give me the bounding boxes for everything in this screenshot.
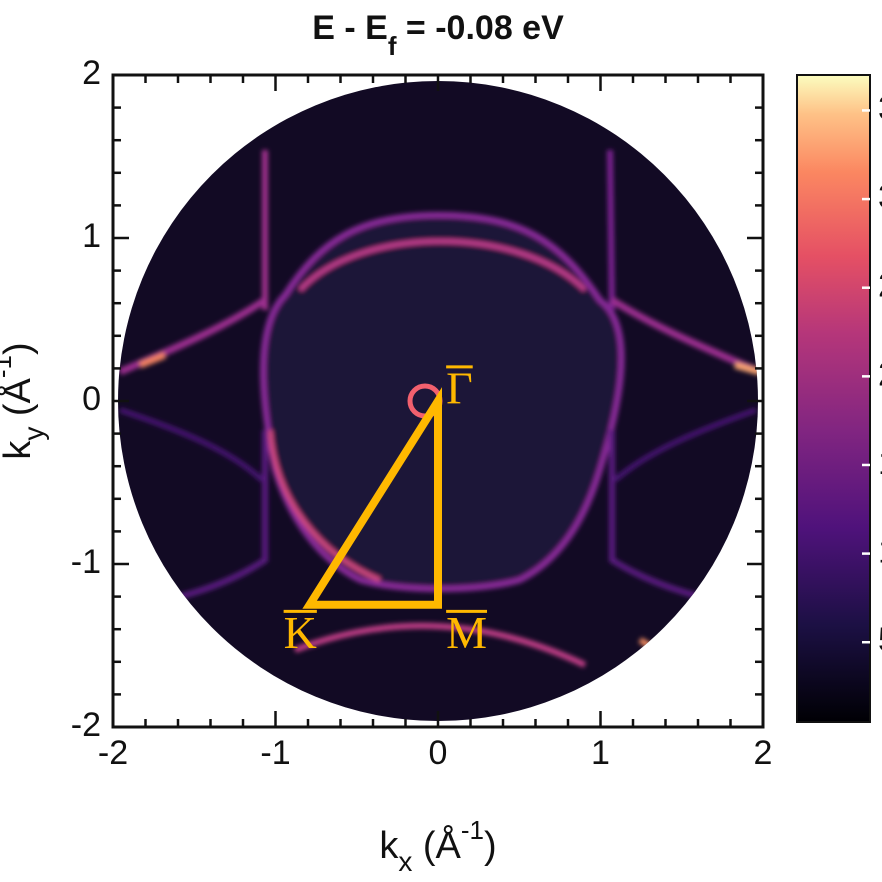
x-tick-label: -1 (260, 734, 290, 772)
colorbar-tick-label: 100 (878, 533, 882, 571)
y-tick-label: -2 (71, 706, 101, 744)
chart-title: E - Ef = -0.08 eV (312, 9, 564, 61)
x-tick-label: 0 (429, 734, 448, 772)
x-tick-label: -2 (98, 734, 128, 772)
point-label: M (446, 607, 487, 658)
y-tick-label: 0 (82, 380, 101, 418)
x-tick-label: 1 (591, 734, 610, 772)
colorbar-tick-label: 350 (878, 89, 882, 127)
brillouin-triangle (302, 387, 442, 609)
colorbar (796, 74, 871, 723)
y-tick-label: 2 (82, 54, 101, 92)
colorbar-tick-label: 150 (878, 444, 882, 482)
colorbar-tick-label: 300 (878, 178, 882, 216)
y-tick-label: 1 (82, 217, 101, 255)
colorbar-tick-label: 50 (878, 621, 882, 659)
x-axis-label: kx (Å-1) (379, 815, 496, 878)
point-label: Γ (446, 362, 473, 413)
point-label: K (284, 607, 317, 658)
y-axis-label: ky (Å-1) (0, 342, 49, 459)
y-tick-label: -1 (71, 543, 101, 581)
colorbar-tick-label: 200 (878, 355, 882, 393)
colorbar-tick-label: 250 (878, 267, 882, 305)
x-tick-label: 2 (754, 734, 773, 772)
